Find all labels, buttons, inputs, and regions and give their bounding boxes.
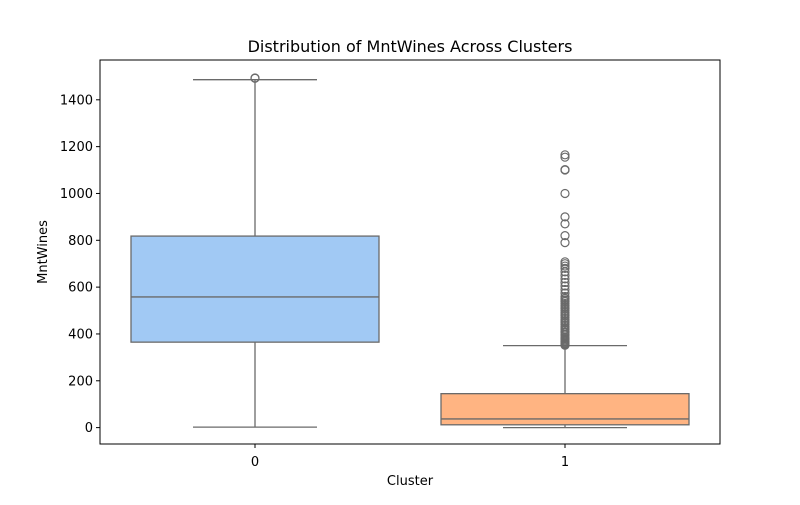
outlier-point: [560, 257, 570, 267]
outlier-point: [560, 212, 570, 222]
box-group-cluster-0: [130, 73, 380, 428]
outlier-point: [560, 150, 570, 160]
y-tick-label: 600: [68, 281, 93, 296]
x-tick-label: 1: [561, 455, 569, 470]
y-tick-label: 0: [85, 421, 93, 436]
iqr-box: [440, 393, 690, 426]
outlier-point: [560, 274, 570, 284]
plot-area: [130, 73, 690, 429]
outlier-point: [560, 231, 570, 241]
y-tick-label: 1000: [60, 187, 93, 202]
outlier-point: [560, 263, 570, 273]
outlier-point: [560, 270, 570, 281]
outlier-point: [560, 281, 570, 291]
outlier-point: [560, 261, 570, 271]
outlier-point: [560, 164, 570, 175]
y-axis: 0 200 400 600 800 1000 1200 1400: [60, 93, 100, 436]
iqr-box: [130, 235, 380, 343]
outlier-point: [560, 291, 570, 302]
x-tick-label: 0: [251, 455, 259, 470]
y-tick-label: 800: [68, 234, 93, 249]
box-group-cluster-1: [440, 150, 690, 429]
outlier-point: [250, 73, 260, 83]
y-tick-label: 200: [68, 374, 93, 389]
outlier-point: [560, 238, 570, 248]
x-axis-title: Cluster: [387, 474, 434, 489]
plot-frame: [99, 59, 721, 445]
outlier-point: [560, 288, 570, 298]
outlier-point: [560, 284, 570, 295]
y-tick-label: 1200: [60, 140, 93, 155]
y-tick-label: 400: [68, 327, 93, 342]
y-tick-label: 1400: [60, 93, 93, 108]
outlier-point: [560, 188, 570, 199]
outlier-point: [560, 152, 570, 162]
chart-title: Distribution of MntWines Across Clusters: [248, 37, 573, 56]
outlier-point: [560, 219, 570, 229]
outlier-point: [560, 277, 570, 288]
y-axis-title: MntWines: [36, 220, 51, 284]
